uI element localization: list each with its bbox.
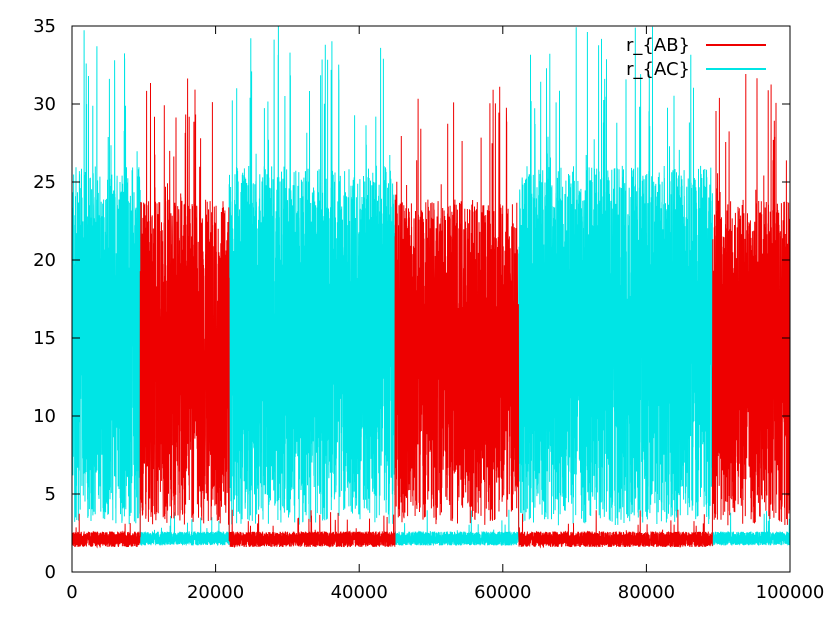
x-tick-label: 40000 — [331, 582, 388, 603]
x-tick-label: 60000 — [474, 582, 531, 603]
y-tick-label: 35 — [33, 16, 56, 37]
series-line-0 — [71, 73, 791, 549]
x-tick-label: 100000 — [756, 582, 825, 603]
y-tick-label: 15 — [33, 328, 56, 349]
legend-label-1: r_{AC} — [626, 59, 690, 80]
y-tick-label: 25 — [33, 172, 56, 193]
plot-frame — [71, 25, 791, 573]
y-tick-label: 10 — [33, 406, 56, 427]
y-tick-label: 30 — [33, 94, 56, 115]
x-tick-label: 80000 — [618, 582, 675, 603]
series-layer — [71, 26, 791, 549]
y-tick-label: 5 — [45, 484, 56, 505]
series-line-1 — [71, 26, 791, 547]
legend-label-0: r_{AB} — [626, 35, 690, 56]
y-tick-label: 20 — [33, 250, 56, 271]
legend: r_{AB} r_{AC} — [626, 35, 766, 80]
series-0 — [71, 73, 791, 549]
ticks-layer: 0 20000 40000 60000 80000 100000 0 5 10 15 20 25 30 3… — [33, 16, 824, 603]
x-tick-label: 0 — [66, 582, 77, 603]
series-1 — [71, 26, 791, 547]
y-tick-label: 0 — [45, 562, 56, 583]
x-tick-label: 20000 — [187, 582, 244, 603]
